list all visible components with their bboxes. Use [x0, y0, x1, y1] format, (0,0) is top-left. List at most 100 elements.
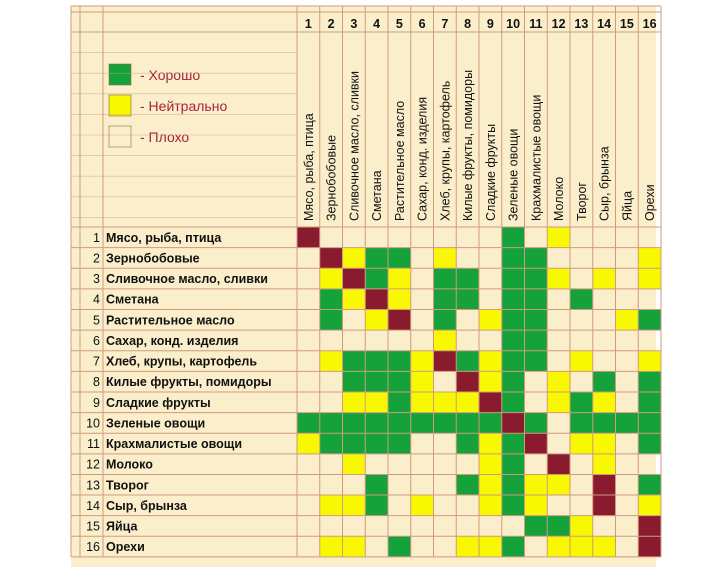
- cell-11-1-neutral: [297, 433, 320, 454]
- cell-8-4-good: [365, 371, 388, 392]
- grid-lines: [70, 5, 662, 558]
- cell-10-14-good: [592, 412, 616, 434]
- row-label: Хлеб, крупы, картофель: [106, 355, 257, 369]
- cell-2-11-good: [524, 247, 548, 269]
- column-header: Растительное масло: [393, 101, 407, 221]
- cell-9-16-good: [638, 391, 661, 413]
- row-number: 14: [86, 499, 100, 513]
- row-number: 7: [93, 355, 100, 369]
- cell-13-12-neutral: [547, 474, 570, 496]
- cell-9-13-good: [570, 391, 593, 413]
- cell-3-14-neutral: [592, 268, 616, 289]
- cell-8-10-good: [501, 371, 525, 392]
- cell-14-6-neutral: [410, 495, 434, 516]
- cell-8-8-diagonal: [456, 371, 479, 392]
- column-number: 3: [350, 17, 357, 31]
- row-number: 4: [93, 293, 100, 307]
- cell-10-4-good: [365, 412, 388, 434]
- cell-3-10-good: [501, 268, 525, 289]
- cell-11-9-neutral: [479, 433, 502, 454]
- cell-13-9-neutral: [479, 474, 502, 496]
- row-label: Зернобобовые: [106, 251, 200, 265]
- cell-4-8-good: [456, 288, 479, 310]
- cell-6-10-good: [501, 330, 525, 351]
- cell-7-9-neutral: [479, 350, 502, 372]
- row-number: 10: [86, 416, 100, 430]
- cell-10-5-good: [388, 412, 411, 434]
- cell-11-11-diagonal: [524, 433, 548, 454]
- cell-5-4-neutral: [365, 309, 388, 331]
- column-header: Хлеб, крупы, картофель: [438, 81, 452, 221]
- cell-9-9-diagonal: [479, 391, 502, 413]
- column-header: Зеленые овощи: [507, 129, 521, 221]
- row-label: Сладкие фрукты: [106, 396, 211, 410]
- cell-5-7-good: [433, 309, 457, 331]
- cell-5-5-diagonal: [388, 309, 411, 331]
- cell-9-7-neutral: [433, 391, 457, 413]
- row-number: 16: [86, 540, 100, 554]
- cell-8-9-neutral: [479, 371, 502, 392]
- cell-3-2-neutral: [319, 268, 343, 289]
- column-header: Зернобобовые: [325, 135, 339, 221]
- cell-3-3-diagonal: [342, 268, 366, 289]
- cell-7-10-good: [501, 350, 525, 372]
- cell-3-16-neutral: [638, 268, 661, 289]
- cell-14-11-neutral: [524, 495, 548, 516]
- cell-4-10-good: [501, 288, 525, 310]
- cell-7-6-neutral: [410, 350, 434, 372]
- cell-3-4-good: [365, 268, 388, 289]
- cell-15-12-good: [547, 515, 570, 537]
- cell-11-14-neutral: [592, 433, 616, 454]
- cell-10-10-diagonal: [501, 412, 525, 434]
- cell-14-2-neutral: [319, 495, 343, 516]
- cell-1-10-good: [501, 227, 525, 248]
- column-header: Мясо, рыба, птица: [302, 113, 316, 221]
- cell-12-12-diagonal: [547, 453, 570, 475]
- column-header: Сыр, брынза: [598, 146, 612, 221]
- compatibility-cells: [297, 227, 661, 557]
- cell-8-6-neutral: [410, 371, 434, 392]
- column-number: 9: [487, 17, 494, 31]
- cell-16-5-good: [388, 536, 411, 557]
- row-label: Мясо, рыба, птица: [106, 231, 222, 245]
- cell-7-16-neutral: [638, 350, 661, 372]
- row-label: Творог: [106, 478, 149, 492]
- row-number: 3: [93, 272, 100, 286]
- cell-7-8-good: [456, 350, 479, 372]
- row-number: 11: [87, 437, 100, 451]
- cell-13-10-good: [501, 474, 525, 496]
- cell-10-16-good: [638, 412, 661, 434]
- cell-2-3-neutral: [342, 247, 366, 269]
- column-header: Сахар, конд. изделия: [416, 97, 430, 221]
- cell-5-11-good: [524, 309, 548, 331]
- legend-label-bad: - Плохо: [140, 129, 189, 145]
- cell-5-16-good: [638, 309, 661, 331]
- column-header: Крахмалистые овощи: [529, 95, 543, 221]
- cell-10-9-good: [479, 412, 502, 434]
- cell-10-15-good: [615, 412, 639, 434]
- cell-5-10-good: [501, 309, 525, 331]
- cell-6-7-neutral: [433, 330, 457, 351]
- column-header: Килые фрукты, помидоры: [461, 70, 475, 221]
- cell-16-2-neutral: [319, 536, 343, 557]
- cell-4-11-good: [524, 288, 548, 310]
- cell-10-2-good: [319, 412, 343, 434]
- cell-2-5-good: [388, 247, 411, 269]
- cell-9-5-good: [388, 391, 411, 413]
- cell-7-4-good: [365, 350, 388, 372]
- legend: - Хорошо - Нейтрально - Плохо: [108, 63, 227, 148]
- row-label: Растительное масло: [106, 313, 235, 327]
- cell-13-8-good: [456, 474, 479, 496]
- cell-5-9-neutral: [479, 309, 502, 331]
- cell-13-14-diagonal: [592, 474, 616, 496]
- cell-11-3-good: [342, 433, 366, 454]
- column-number: 6: [419, 17, 426, 31]
- column-number: 16: [643, 17, 657, 31]
- cell-7-13-neutral: [570, 350, 593, 372]
- column-number: 14: [597, 17, 611, 31]
- cell-13-11-neutral: [524, 474, 548, 496]
- cell-4-4-diagonal: [365, 288, 388, 310]
- cell-9-14-neutral: [592, 391, 616, 413]
- cell-11-16-good: [638, 433, 661, 454]
